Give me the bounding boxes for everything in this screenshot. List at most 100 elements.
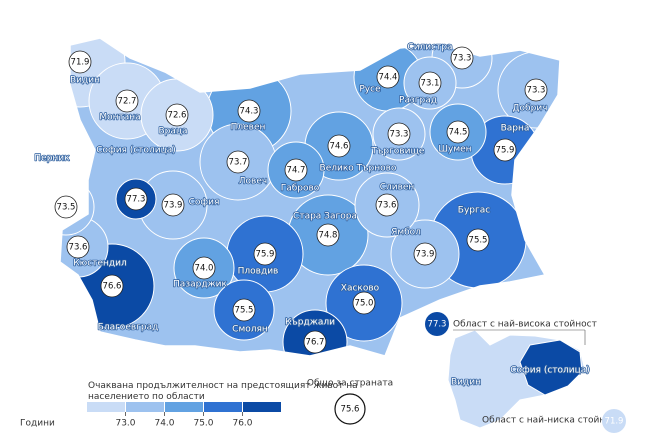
value-badge (161, 193, 185, 217)
region-name: Силистра (407, 43, 452, 53)
region-name: Шумен (438, 145, 471, 155)
lowest-badge (602, 409, 626, 433)
region-name: Перник (34, 154, 70, 164)
value-badge (316, 223, 340, 247)
region-value: 73.7 (229, 158, 248, 168)
region-value: 71.9 (71, 58, 90, 68)
value-badge (284, 158, 308, 182)
region-value: 73.3 (390, 130, 409, 140)
region-value: 73.1 (421, 79, 440, 89)
total-label: Общо за страната (307, 379, 393, 389)
region-value: 73.9 (416, 250, 435, 260)
region-value: 74.6 (330, 142, 349, 152)
region-value: 72.7 (118, 97, 137, 107)
region-value: 73.5 (57, 203, 76, 213)
region-value: 74.5 (449, 128, 468, 138)
value-badge (327, 134, 351, 158)
value-badge (413, 242, 437, 266)
value-badge (352, 291, 376, 315)
legend-swatch (87, 402, 125, 412)
value-badge (165, 103, 189, 127)
region-name: Хасково (341, 284, 380, 294)
region-name: Стара Загора (293, 212, 357, 222)
region-value: 74.3 (240, 107, 259, 117)
region-name: Кюстендил (73, 259, 126, 269)
inset-highest-name: София (столица) (510, 366, 590, 376)
region-name: Видин (70, 76, 100, 86)
value-badge (115, 89, 139, 113)
legend-tick-label: 74.0 (154, 419, 174, 429)
region-value: 75.5 (235, 306, 254, 316)
region-value: 76.7 (306, 338, 325, 348)
region-name: Добрич (513, 104, 548, 114)
value-badge (100, 274, 124, 298)
region-name: Варна (501, 124, 530, 134)
legend-swatch (204, 402, 242, 412)
region-value: 73.6 (69, 243, 88, 253)
value-badge (66, 235, 90, 259)
total-badge (334, 393, 366, 425)
region-name: Разград (399, 96, 437, 106)
value-badge (375, 193, 399, 217)
region-name: Кърджали (285, 318, 335, 328)
region-name: Габрово (281, 184, 320, 194)
region-name: Плевен (231, 123, 266, 133)
region-name: Ловеч (239, 177, 267, 187)
legend-tick-label: 73.0 (115, 419, 135, 429)
region-name: Смолян (232, 325, 268, 335)
region-name: София (189, 198, 220, 208)
value-badge (124, 187, 148, 211)
inset-lowest-name: Видин (451, 378, 481, 388)
value-badge (376, 65, 400, 89)
region-name: Ямбол (391, 228, 421, 238)
region-value: 74.7 (287, 166, 306, 176)
legend-tick-label: 76.0 (232, 419, 252, 429)
region-name: Търговище (371, 147, 425, 157)
legend-unit: Години (20, 419, 55, 429)
region-value: 75.0 (355, 299, 374, 309)
region-value: 74.8 (319, 231, 338, 241)
highest-badge (425, 312, 449, 336)
region-value: 74.4 (379, 73, 398, 83)
value-badge (253, 242, 277, 266)
region-value: 73.3 (527, 86, 546, 96)
value-badge (524, 78, 548, 102)
region-value: 76.6 (103, 282, 122, 292)
total-value: 75.6 (341, 405, 360, 415)
region-name: Сливен (380, 183, 415, 193)
region-value: 75.9 (496, 146, 515, 156)
highest-label: Област с най-висока стойност (453, 320, 597, 330)
value-badge (303, 330, 327, 354)
region-value: 72.6 (168, 111, 187, 121)
lowest-label: Област с най-ниска стойност (482, 416, 621, 426)
value-badge (226, 150, 250, 174)
region-value: 75.9 (256, 250, 275, 260)
value-badge (54, 195, 78, 219)
region-name: София (столица) (96, 146, 176, 156)
region-name: Монтана (99, 113, 140, 123)
value-badge (418, 71, 442, 95)
region-name: Пазарджик (173, 280, 227, 290)
value-badge (237, 99, 261, 123)
region-name: Велико Търново (320, 164, 397, 174)
region-name: Враца (158, 127, 187, 137)
region-name: Благоевград (98, 323, 159, 333)
legend-tick-label: 75.0 (193, 419, 213, 429)
value-badge (493, 138, 517, 162)
value-badge (192, 256, 216, 280)
legend-title: Очаквана продължителност на предстоящият… (88, 381, 358, 402)
lowest-value: 71.9 (605, 417, 624, 427)
region-name: Русе (359, 85, 381, 95)
label-layer: Видин 71.9 Монтана 72.7 Враца 72.6 Плевен 74.3 Л… (34, 42, 548, 354)
region-name: Пловдив (238, 267, 279, 277)
value-badge (446, 120, 470, 144)
value-badge (466, 228, 490, 252)
value-badge (387, 122, 411, 146)
region-value: 77.3 (127, 195, 146, 205)
highest-value: 77.3 (428, 320, 447, 330)
value-badge (232, 298, 256, 322)
region-value: 73.3 (453, 54, 472, 64)
region-value: 73.6 (378, 201, 397, 211)
inset-highest-region (519, 339, 583, 396)
